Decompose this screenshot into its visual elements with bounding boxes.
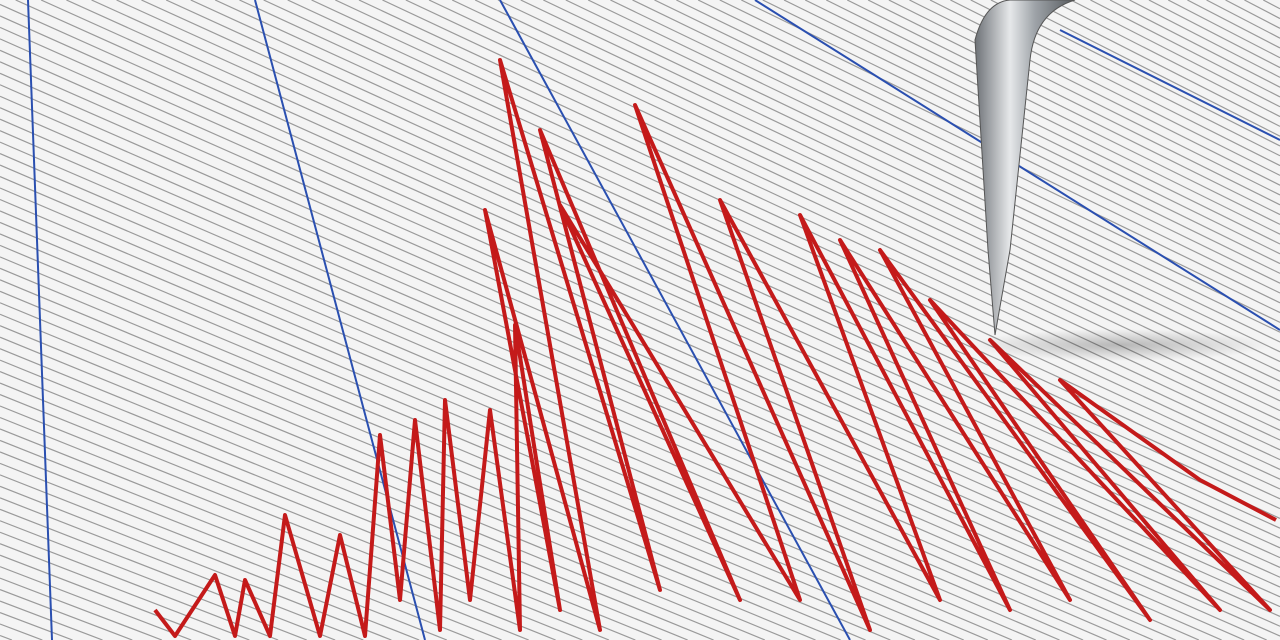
- grid-line: [520, 0, 1280, 363]
- grid-line: [0, 153, 1131, 640]
- grid-line: [654, 0, 1280, 304]
- grid-line: [0, 233, 964, 640]
- grid-line: [287, 0, 1280, 461]
- grid-line: [909, 0, 1280, 186]
- grid-line: [0, 623, 43, 640]
- grid-line: [783, 0, 1280, 245]
- grid-line: [0, 3, 1280, 578]
- grid-line: [0, 256, 916, 640]
- grid-line: [1050, 0, 1280, 118]
- grid-line: [1244, 0, 1280, 20]
- grid-line: [1225, 0, 1280, 29]
- grid-line: [0, 72, 1280, 637]
- grid-line: [1070, 0, 1280, 108]
- blue-line: [1059, 29, 1280, 141]
- blue-guide-lines: [27, 0, 1280, 640]
- grid-line: [0, 107, 1222, 640]
- grid-line: [15, 0, 1280, 568]
- grid-line: [565, 0, 1280, 343]
- grid-line: [1090, 0, 1280, 98]
- grid-line: [0, 634, 13, 640]
- grid-line: [263, 0, 1280, 470]
- grid-line: [335, 0, 1280, 441]
- grid-line: [0, 497, 364, 640]
- seismic-trace: [153, 58, 1277, 638]
- grid-line: [497, 0, 1280, 372]
- grid-line: [1030, 0, 1280, 127]
- grid-line: [0, 164, 1107, 640]
- grid-line: [0, 302, 816, 640]
- grid-line: [825, 0, 1280, 225]
- blue-line: [499, 0, 851, 640]
- grid-line: [1010, 0, 1280, 137]
- grid-line: [1167, 0, 1280, 59]
- grid-line: [0, 118, 1200, 640]
- blue-line: [27, 0, 53, 640]
- grid-line: [0, 612, 73, 640]
- grid-line: [0, 61, 1280, 627]
- seismograph-needle: [974, 0, 1076, 336]
- grid-line: [0, 359, 688, 640]
- grid-line: [1148, 0, 1280, 69]
- grid-line: [311, 0, 1280, 451]
- grid-line: [0, 566, 192, 640]
- grid-line: [214, 0, 1280, 490]
- grid-line: [0, 451, 475, 640]
- grid-line: [141, 0, 1280, 519]
- grid-line: [0, 462, 448, 640]
- grid-line: [632, 0, 1280, 314]
- grid-line: [543, 0, 1280, 353]
- grid-line: [0, 474, 420, 640]
- grid-line: [1262, 0, 1280, 10]
- grid-line: [0, 382, 636, 640]
- grid-line: [165, 0, 1280, 510]
- grid-line: [0, 416, 556, 640]
- needle-shadow: [970, 329, 1270, 361]
- grid-line: [676, 0, 1280, 294]
- grid-line: [888, 0, 1280, 196]
- grid-line: [474, 0, 1280, 382]
- grid-line: [867, 0, 1280, 206]
- grid-line: [40, 0, 1280, 559]
- grid-line: [116, 0, 1280, 529]
- grid-line: [0, 439, 502, 640]
- grid-line: [0, 38, 1280, 608]
- grid-line: [0, 405, 583, 640]
- grid-line: [846, 0, 1280, 216]
- grid-line: [0, 508, 336, 640]
- grid-line: [0, 279, 866, 640]
- grid-line: [0, 15, 1280, 588]
- grid-line: [804, 0, 1280, 235]
- grid-line: [0, 543, 250, 640]
- grid-line: [0, 336, 740, 640]
- grid-line: [0, 520, 307, 640]
- blue-line: [254, 0, 426, 640]
- grid-line: [610, 0, 1280, 323]
- grid-line: [0, 176, 1084, 640]
- grid-line: [0, 371, 662, 640]
- grid-line: [451, 0, 1280, 392]
- grid-line: [587, 0, 1280, 333]
- grid-line: [1129, 0, 1280, 78]
- grid-line: [1206, 0, 1280, 39]
- grid-line: [239, 0, 1280, 480]
- grid-line: [1109, 0, 1280, 88]
- grid-line: [0, 394, 610, 640]
- grid-line: [1187, 0, 1280, 49]
- grid-line: [0, 589, 133, 640]
- grid-line: [0, 141, 1154, 640]
- grid-line: [0, 577, 163, 640]
